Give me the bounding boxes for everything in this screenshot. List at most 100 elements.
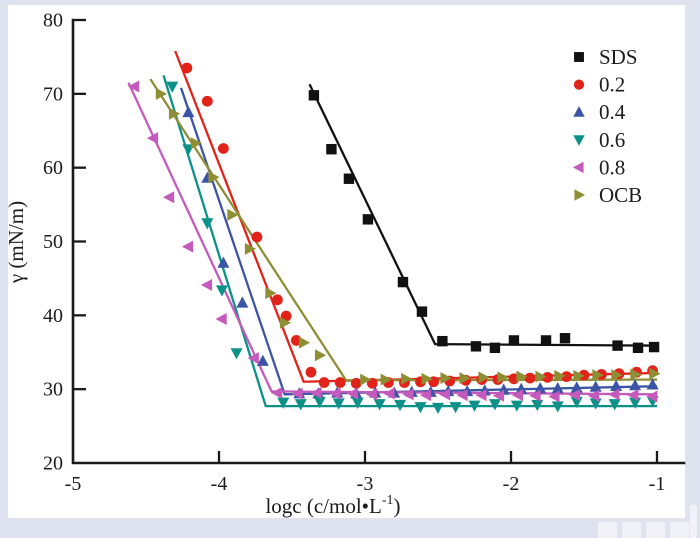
x-tick-label: -5 (65, 473, 82, 495)
marker-triangle-left (456, 389, 468, 402)
marker-triangle-down (277, 397, 290, 409)
marker-triangle-down (510, 400, 523, 412)
watermark (598, 505, 697, 538)
marker-triangle-left (492, 389, 505, 402)
marker-square (308, 90, 320, 101)
legend-label-SDS: SDS (599, 45, 638, 69)
fit-line (179, 87, 658, 396)
marker-square (437, 335, 448, 347)
marker-square (612, 340, 623, 351)
marker-triangle-down (468, 400, 481, 412)
marker-triangle-up (646, 378, 659, 390)
marker-square (362, 214, 374, 225)
marker-triangle-right (535, 370, 547, 383)
legend-label-0.4: 0.4 (599, 100, 626, 124)
marker-triangle-left (291, 387, 303, 400)
legend-label-0.8: 0.8 (599, 155, 625, 179)
marker-triangle-right (554, 369, 566, 382)
watermark-glyph (690, 505, 697, 538)
y-tick-label: 80 (43, 10, 63, 32)
marker-triangle-left (475, 389, 487, 402)
marker-circle (334, 377, 346, 388)
marker-triangle-up (573, 106, 585, 117)
series-markers-0.8 (127, 80, 658, 403)
watermark-glyph (622, 522, 641, 538)
marker-triangle-down (313, 396, 326, 409)
marker-square (397, 276, 409, 288)
marker-square (559, 333, 571, 344)
y-tick-label: 60 (43, 157, 63, 179)
marker-triangle-up (182, 105, 195, 118)
marker-triangle-left (383, 387, 395, 400)
marker-triangle-down (373, 399, 386, 411)
marker-triangle-right (573, 369, 585, 382)
marker-circle (350, 377, 362, 389)
marker-triangle-right (265, 287, 277, 300)
marker-triangle-right (516, 370, 528, 383)
marker-triangle-down (394, 399, 407, 412)
marker-triangle-up (534, 382, 547, 394)
marker-triangle-up (236, 296, 249, 308)
marker-triangle-left (511, 389, 524, 402)
marker-triangle-down (351, 397, 364, 409)
marker-triangle-right (279, 316, 292, 329)
marker-triangle-left (146, 132, 159, 145)
marker-triangle-up (629, 379, 642, 391)
marker-triangle-right (314, 349, 327, 362)
y-tick-label: 50 (43, 231, 63, 253)
marker-triangle-right (360, 373, 372, 386)
marker-square (343, 173, 355, 184)
marker-triangle-left (329, 387, 341, 400)
marker-square (574, 52, 584, 62)
marker-triangle-left (608, 388, 620, 401)
marker-circle (561, 371, 572, 383)
marker-triangle-right (244, 242, 257, 255)
series-line-OCB (149, 78, 658, 382)
marker-triangle-left (271, 386, 283, 399)
marker-triangle-left (419, 389, 432, 402)
marker-triangle-right (592, 369, 604, 382)
marker-circle (578, 369, 590, 381)
marker-triangle-right (298, 336, 311, 349)
marker-triangle-left (568, 389, 581, 402)
marker-triangle-right (401, 372, 413, 385)
marker-triangle-left (529, 389, 541, 402)
marker-triangle-down (573, 135, 585, 146)
x-tick-label: -1 (649, 473, 666, 495)
y-tick-label: 40 (43, 305, 63, 327)
marker-circle (542, 371, 553, 383)
series-markers-OCB (155, 87, 661, 386)
marker-circle (305, 366, 317, 378)
marker-square (508, 335, 520, 346)
marker-triangle-down (551, 401, 564, 413)
marker-triangle-down (414, 402, 427, 414)
marker-triangle-right (478, 371, 490, 384)
marker-triangle-left (548, 390, 560, 403)
x-tick-label: -2 (503, 473, 520, 495)
marker-square (326, 144, 337, 155)
fit-line (308, 83, 658, 347)
marker-triangle-up (256, 354, 269, 366)
marker-square (540, 335, 552, 346)
marker-circle (573, 79, 585, 90)
marker-triangle-left (587, 389, 600, 402)
marker-triangle-right (208, 171, 220, 184)
marker-triangle-down (201, 218, 214, 230)
marker-triangle-up (217, 256, 230, 268)
fit-line (162, 75, 657, 408)
marker-triangle-right (611, 369, 623, 382)
marker-triangle-up (610, 379, 623, 392)
marker-triangle-down (166, 81, 179, 93)
series-line-0.4 (179, 87, 658, 396)
marker-triangle-right (440, 372, 452, 385)
legend-label-OCB: OCB (599, 183, 642, 207)
marker-triangle-left (572, 161, 584, 174)
series-line-0.6 (162, 75, 657, 408)
marker-circle (366, 377, 378, 389)
x-axis-title: logc (c/mol•L-1) (265, 493, 400, 518)
marker-triangle-left (346, 387, 359, 400)
marker-circle (318, 377, 330, 388)
marker-circle (201, 95, 213, 107)
marker-triangle-right (227, 208, 239, 221)
